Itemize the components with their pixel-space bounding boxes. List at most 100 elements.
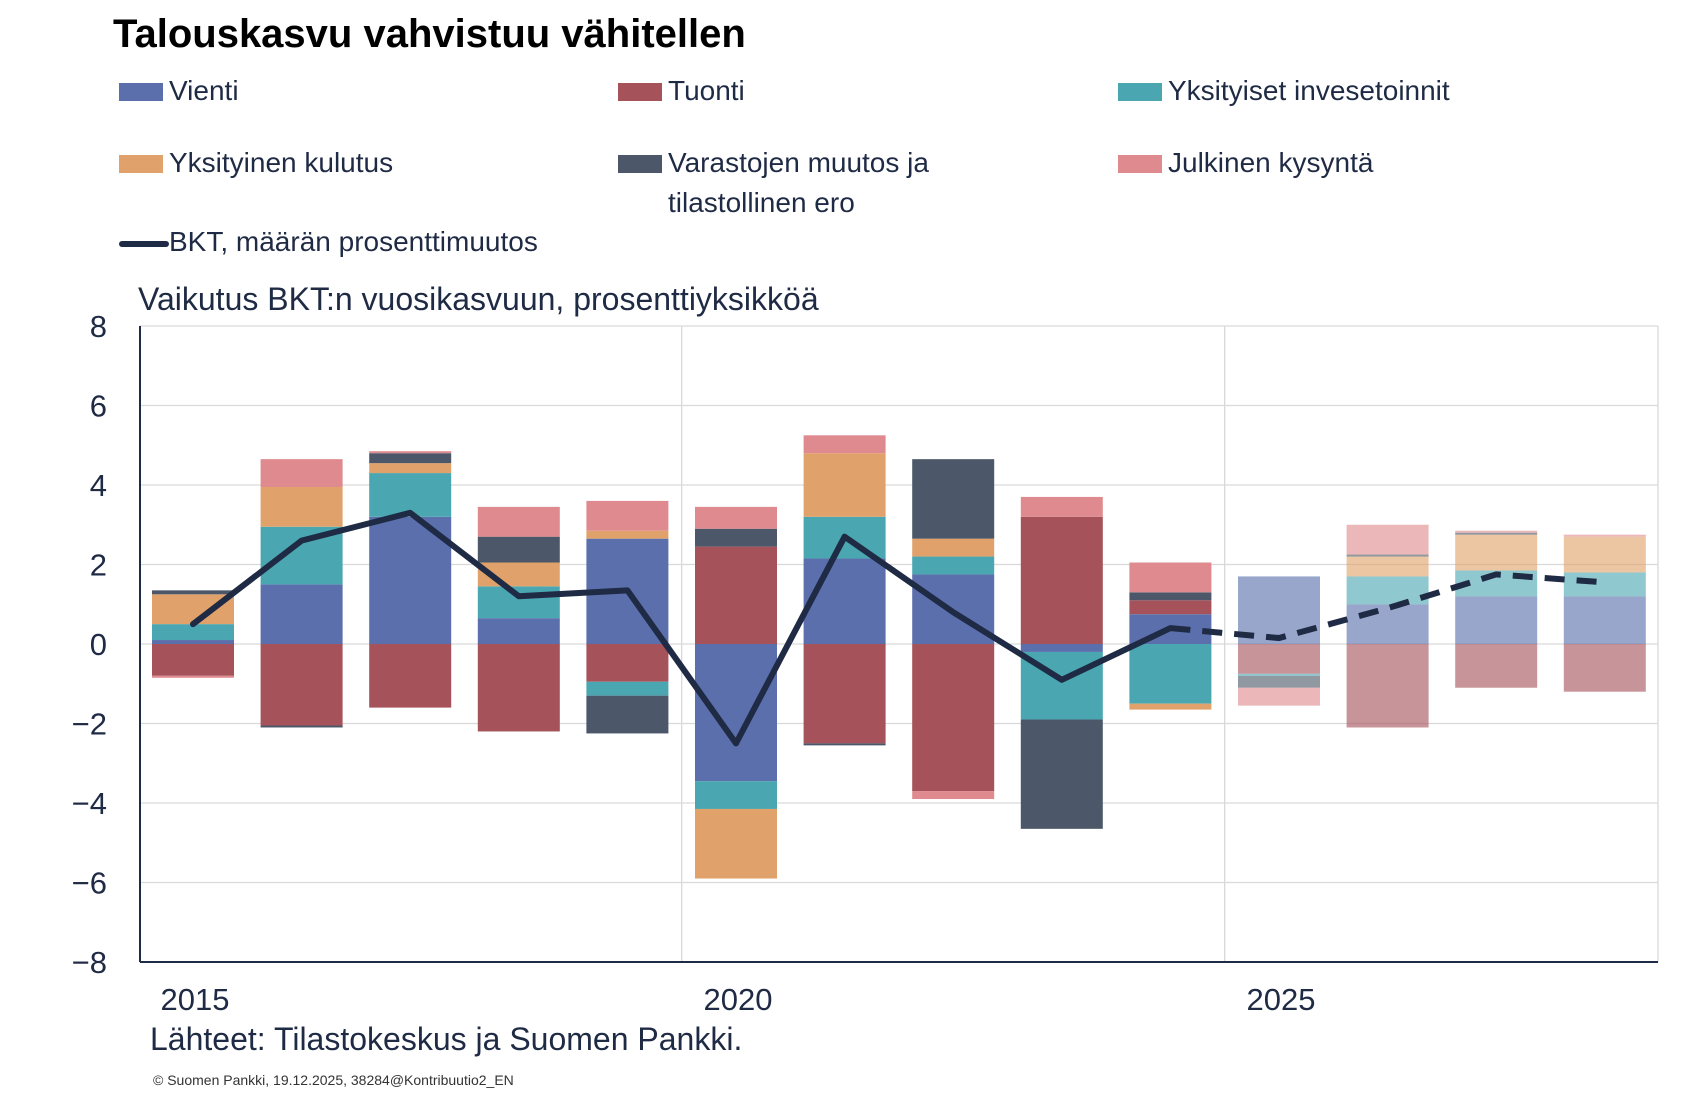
bar-julkinen-2027 bbox=[1455, 530, 1538, 533]
bkt-line-forecast bbox=[1170, 571, 1606, 642]
bar-vienti-2021 bbox=[803, 558, 886, 644]
bar-julkinen-2024 bbox=[1129, 562, 1212, 593]
gridlines bbox=[140, 325, 1659, 962]
bar-julkinen-2020 bbox=[695, 506, 777, 529]
bar-vienti-2019 bbox=[586, 538, 669, 644]
bar-julkinen-2026 bbox=[1346, 524, 1429, 555]
copyright-note: © Suomen Pankki, 19.12.2025, 38284@Kontr… bbox=[153, 1072, 514, 1088]
bar-julkinen-2019 bbox=[586, 500, 669, 531]
bar-julkinen-2016 bbox=[260, 459, 343, 487]
y-axis-title: Vaikutus BKT:n vuosikasvuun, prosenttiyk… bbox=[138, 281, 819, 317]
legend-swatch-varastojen-muutos bbox=[618, 155, 662, 173]
bar-vienti-2023 bbox=[1020, 644, 1103, 652]
y-tick-label: 0 bbox=[90, 627, 107, 662]
legend-swatch-tuonti bbox=[618, 83, 662, 101]
bar-varasto-2026 bbox=[1346, 554, 1429, 557]
bar-tuonti-2015 bbox=[152, 644, 234, 676]
bar-tuonti-2018 bbox=[477, 644, 560, 732]
bar-tuonti-2019 bbox=[586, 644, 669, 682]
y-tick-label: −4 bbox=[72, 786, 107, 821]
y-tick-label: −8 bbox=[72, 945, 107, 980]
bar-vienti-2020 bbox=[695, 644, 777, 782]
bar-yks_kul-2019 bbox=[586, 530, 669, 539]
bar-yks_inv-2017 bbox=[369, 473, 452, 517]
source-note: Lähteet: Tilastokeskus ja Suomen Pankki. bbox=[150, 1021, 743, 1057]
bar-varasto-2018 bbox=[477, 536, 560, 563]
bar-tuonti-2023 bbox=[1020, 516, 1103, 644]
legend-swatch-vienti bbox=[119, 83, 163, 101]
bar-tuonti-2028 bbox=[1563, 644, 1646, 692]
bar-tuonti-2025 bbox=[1238, 644, 1320, 674]
axes bbox=[139, 326, 1658, 963]
bars bbox=[152, 435, 1646, 879]
bar-vienti-2022 bbox=[912, 574, 995, 644]
bar-vienti-2027 bbox=[1455, 596, 1538, 644]
bar-vienti-2025 bbox=[1238, 576, 1320, 644]
y-tick-label: 6 bbox=[90, 389, 107, 424]
x-tick-label: 2020 bbox=[704, 982, 773, 1017]
bar-tuonti-2026 bbox=[1346, 644, 1429, 728]
bkt-line-actual bbox=[190, 509, 1174, 747]
tick-labels: 8 6 4 2 0 −2 −4 −6 −8 2015 2020 2025 bbox=[72, 309, 1316, 1017]
bar-yks_kul-2027 bbox=[1455, 534, 1538, 571]
bar-yks_kul-2015 bbox=[152, 594, 234, 625]
bar-tuonti-2024 bbox=[1129, 600, 1212, 615]
bar-yks_inv-2020 bbox=[695, 781, 777, 809]
bar-yks_inv-2025 bbox=[1238, 673, 1320, 676]
bar-yks_kul-2021 bbox=[803, 453, 886, 517]
bar-varasto-2024 bbox=[1129, 592, 1212, 601]
legend-swatch-julkinen-kysynta bbox=[1118, 155, 1162, 173]
bar-yks_inv-2019 bbox=[586, 681, 669, 696]
legend-label-tuonti: Tuonti bbox=[668, 75, 745, 106]
y-tick-label: 8 bbox=[90, 309, 107, 344]
bar-tuonti-2027 bbox=[1455, 644, 1538, 688]
bar-yks_inv-2023 bbox=[1020, 651, 1103, 720]
bar-julkinen-2023 bbox=[1020, 496, 1103, 517]
x-tick-label: 2015 bbox=[161, 982, 230, 1017]
bar-vienti-2017 bbox=[369, 516, 452, 644]
bar-yks_inv-2026 bbox=[1346, 576, 1429, 605]
bar-yks_kul-2024 bbox=[1129, 703, 1212, 710]
bar-yks_inv-2016 bbox=[260, 526, 343, 585]
bar-tuonti-2020 bbox=[695, 546, 777, 644]
bar-tuonti-2021 bbox=[803, 644, 886, 744]
x-tick-label: 2025 bbox=[1247, 982, 1316, 1017]
legend-swatch-yksityinen-kulutus bbox=[119, 155, 163, 173]
legend-label-yksityinen-kulutus: Yksityinen kulutus bbox=[169, 147, 394, 178]
bar-yks_inv-2015 bbox=[152, 624, 234, 641]
bar-yks_kul-2026 bbox=[1346, 556, 1429, 577]
legend-label-yksityiset-investoinnit: Yksityiset invesetoinnit bbox=[1168, 75, 1450, 106]
bar-tuonti-2017 bbox=[369, 644, 452, 708]
bar-yks_inv-2028 bbox=[1563, 572, 1646, 597]
legend-swatch-yksityiset-investoinnit bbox=[1118, 83, 1162, 101]
legend-swatch-bkt bbox=[119, 241, 169, 247]
y-tick-label: −6 bbox=[72, 866, 107, 901]
bar-julkinen-2018 bbox=[477, 506, 560, 537]
bar-vienti-2016 bbox=[260, 584, 343, 644]
legend-item-julkinen-kysynta: Julkinen kysyntä bbox=[1118, 143, 1558, 183]
bar-yks_kul-2022 bbox=[912, 538, 995, 557]
legend-item-tuonti: Tuonti bbox=[618, 71, 998, 111]
bar-julkinen-2025 bbox=[1238, 687, 1320, 706]
bar-varasto-2025 bbox=[1238, 675, 1320, 688]
legend-item-vienti: Vienti bbox=[119, 71, 499, 111]
bar-julkinen-2022 bbox=[912, 791, 995, 800]
bar-yks_kul-2028 bbox=[1563, 536, 1646, 573]
bar-varasto-2023 bbox=[1020, 719, 1103, 829]
legend-label-vienti: Vienti bbox=[169, 75, 239, 106]
bar-yks_kul-2020 bbox=[695, 808, 777, 879]
legend-item-varastojen-muutos: Varastojen muutos ja tilastollinen ero bbox=[618, 143, 1038, 223]
bar-julkinen-2017 bbox=[369, 451, 452, 454]
bar-yks_inv-2022 bbox=[912, 556, 995, 575]
bar-yks_inv-2027 bbox=[1455, 570, 1538, 597]
bar-tuonti-2022 bbox=[912, 644, 995, 792]
bar-vienti-2015 bbox=[152, 640, 234, 644]
bar-varasto-2027 bbox=[1455, 532, 1538, 535]
bar-yks_kul-2018 bbox=[477, 562, 560, 587]
bar-varasto-2019 bbox=[586, 695, 669, 734]
bar-julkinen-2021 bbox=[803, 435, 886, 454]
bar-julkinen-2028 bbox=[1563, 534, 1646, 537]
bar-varasto-2021 bbox=[803, 743, 886, 746]
bkt-line bbox=[190, 509, 1606, 747]
y-tick-label: 4 bbox=[90, 468, 107, 503]
